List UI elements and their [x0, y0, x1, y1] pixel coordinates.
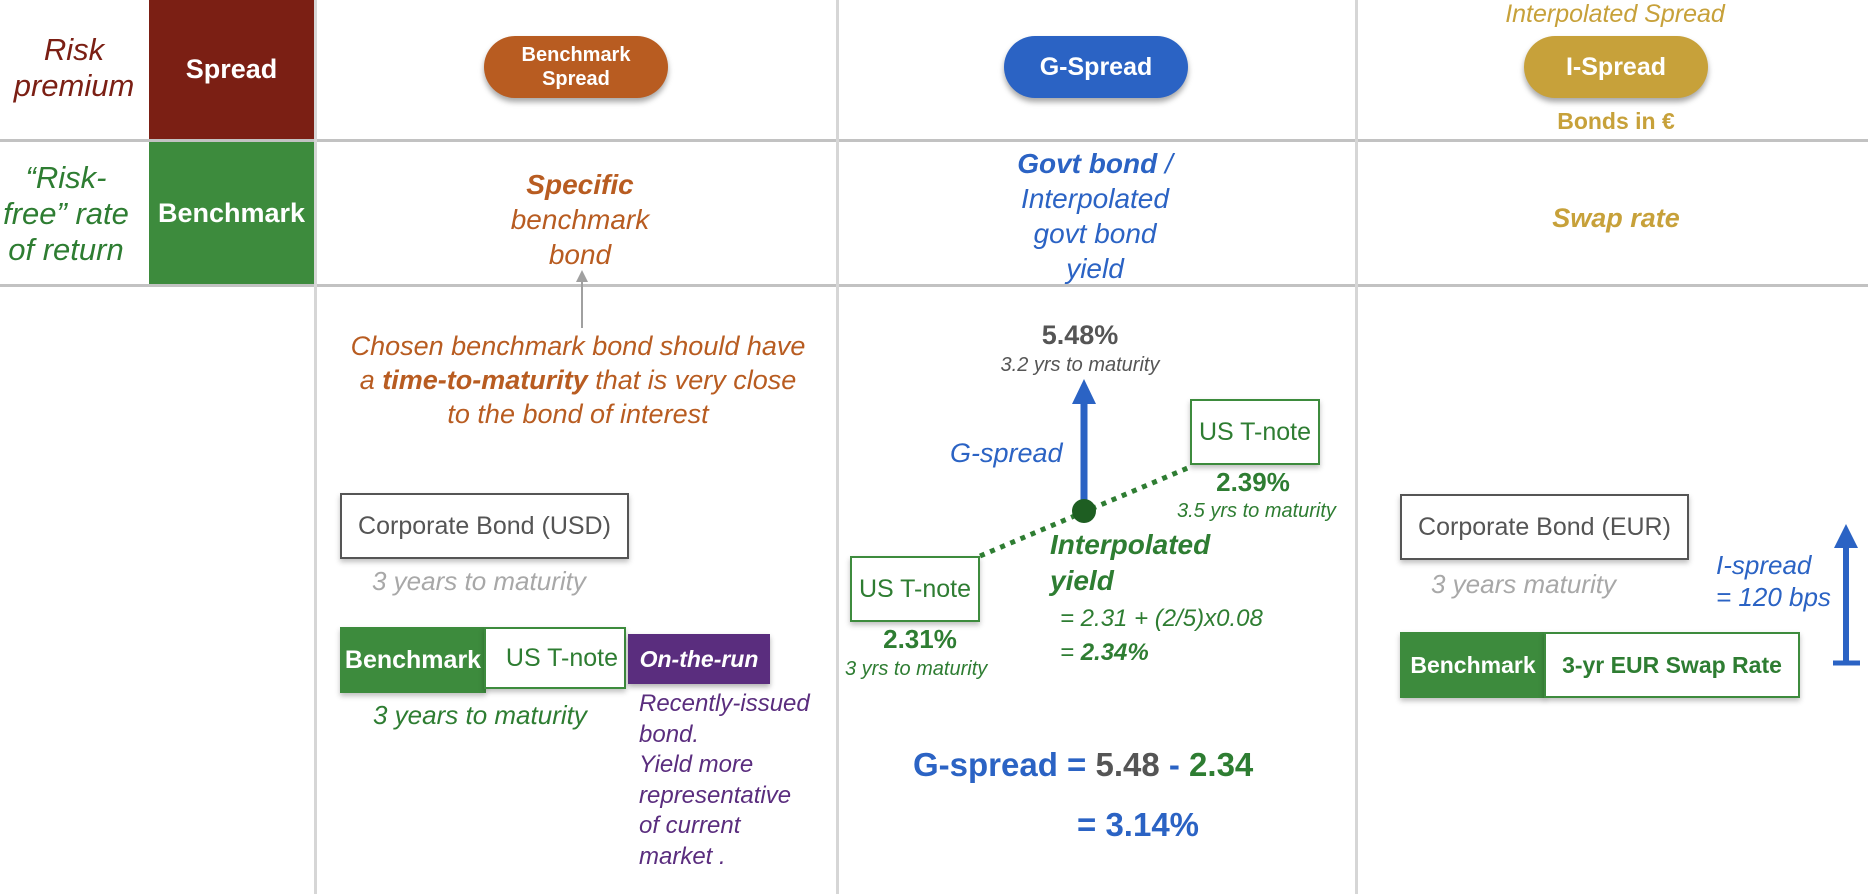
- g-spread-arrowhead: [1072, 379, 1096, 404]
- interpolated-yield-title: Interpolated yield: [1050, 527, 1210, 599]
- otr-desc-line-1: Recently-issued: [639, 690, 810, 717]
- g-spread-definition: Govt bond / Interpolated govt bond yield: [960, 146, 1230, 286]
- definition-line-2: govt bond: [1033, 218, 1157, 249]
- row-divider-bottom: [0, 284, 1868, 287]
- benchmark-note-part1: Chosen benchmark bond should have a: [350, 331, 806, 395]
- interp-formula: = 2.31 + (2/5)x0.08: [1060, 605, 1263, 632]
- corporate-bond-eur-box: Corporate Bond (EUR): [1400, 494, 1689, 560]
- corporate-bond-usd-maturity: 3 years to maturity: [372, 566, 586, 596]
- interpolated-yield-formula: = 2.31 + (2/5)x0.08 = 2.34%: [1060, 602, 1263, 670]
- definition-line-1: Interpolated: [1021, 183, 1169, 214]
- benchmark-spread-definition: Specific benchmark bond: [430, 167, 730, 272]
- us-tnote-right-maturity: 3.5 yrs to maturity: [1177, 500, 1336, 522]
- calc-b: 2.34: [1189, 746, 1254, 783]
- us-tnote-left-box: US T-note: [850, 556, 980, 622]
- benchmark-value-us-tnote: US T-note: [484, 627, 626, 689]
- column-divider-2: [836, 0, 839, 894]
- interp-result: 2.34%: [1080, 639, 1149, 666]
- g-spread-arrow-label: G-spread: [950, 438, 1063, 468]
- corporate-bond-usd-box: Corporate Bond (USD): [340, 493, 629, 559]
- otr-desc-line-6: market .: [639, 842, 726, 870]
- column-divider-3: [1355, 0, 1358, 894]
- us-tnote-left-maturity: 3 yrs to maturity: [845, 658, 988, 680]
- calc-label: G-spread: [913, 746, 1058, 783]
- benchmark-note: Chosen benchmark bond should have a time…: [350, 329, 806, 431]
- i-spread-pill: I-Spread: [1524, 36, 1708, 98]
- definition-slash: /: [1157, 148, 1173, 179]
- interp-title-line-1: Interpolated: [1050, 529, 1211, 560]
- row-label-risk-premium: Risk premium: [13, 32, 135, 103]
- benchmark-block: Benchmark: [149, 142, 314, 284]
- row-divider-top: [0, 139, 1868, 142]
- calc-a: 5.48: [1095, 746, 1160, 783]
- benchmark-spread-pill: Benchmark Spread: [484, 36, 668, 98]
- us-tnote-right-yield: 2.39%: [1216, 467, 1290, 497]
- i-spread-arrowhead: [1834, 524, 1858, 548]
- benchmark-label-eur: Benchmark: [1400, 632, 1546, 698]
- interp-result-eq: =: [1060, 639, 1081, 666]
- otr-desc-line-4: representative: [639, 781, 792, 809]
- on-the-run-description: Recently-issued bond. Yield more represe…: [639, 689, 810, 872]
- benchmark-usd-maturity: 3 years to maturity: [373, 700, 587, 730]
- i-spread-subtitle: Interpolated Spread: [1505, 0, 1725, 28]
- definition-specific-rest: benchmark bond: [510, 204, 650, 270]
- i-spread-label-line-2: = 120 bps: [1716, 582, 1831, 612]
- calc-eq: =: [1057, 746, 1096, 783]
- g-spread-result: = 3.14%: [1077, 806, 1200, 843]
- definition-specific: Specific: [526, 169, 634, 200]
- calc-minus: -: [1159, 746, 1190, 783]
- i-spread-bonds-note: Bonds in €: [1557, 108, 1675, 134]
- otr-desc-line-5: of current: [639, 812, 741, 839]
- i-spread-definition: Swap rate: [1552, 203, 1680, 233]
- row-label-risk-free: “Risk-free” rate of return: [3, 160, 129, 267]
- benchmark-value-eur-swap: 3-yr EUR Swap Rate: [1544, 632, 1800, 698]
- definition-line-3: yield: [1066, 253, 1124, 284]
- corporate-bond-eur-maturity: 3 years maturity: [1431, 569, 1616, 599]
- otr-desc-line-3: Yield more: [639, 751, 754, 778]
- g-spread-pill: G-Spread: [1004, 36, 1188, 98]
- benchmark-note-bold: time-to-maturity: [382, 365, 588, 395]
- top-yield-maturity: 3.2 yrs to maturity: [1000, 354, 1160, 376]
- i-spread-label-line-1: I-spread: [1716, 550, 1812, 580]
- definition-govt-bond: Govt bond: [1017, 148, 1158, 179]
- spread-block: Spread: [149, 0, 314, 139]
- top-yield: 5.48%: [1041, 320, 1119, 350]
- benchmark-note-arrowhead: [576, 270, 588, 282]
- us-tnote-left-yield: 2.31%: [883, 624, 957, 654]
- benchmark-note-part2: that is very close to the bond of intere…: [447, 365, 797, 429]
- g-spread-calculation: G-spread = 5.48 - 2.34: [913, 746, 1253, 784]
- interp-title-line-2: yield: [1050, 565, 1114, 596]
- us-tnote-right-box: US T-note: [1190, 399, 1320, 465]
- on-the-run-badge: On-the-run: [628, 634, 770, 684]
- i-spread-arrow-label: I-spread = 120 bps: [1716, 549, 1831, 613]
- interpolated-point: [1072, 499, 1096, 523]
- otr-desc-line-2: bond.: [639, 720, 700, 748]
- column-divider-1: [314, 0, 317, 894]
- benchmark-label-usd: Benchmark: [340, 627, 486, 693]
